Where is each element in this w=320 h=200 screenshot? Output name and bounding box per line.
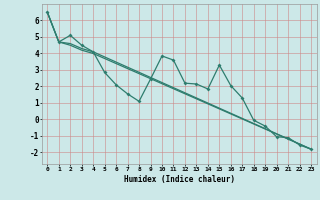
- X-axis label: Humidex (Indice chaleur): Humidex (Indice chaleur): [124, 175, 235, 184]
